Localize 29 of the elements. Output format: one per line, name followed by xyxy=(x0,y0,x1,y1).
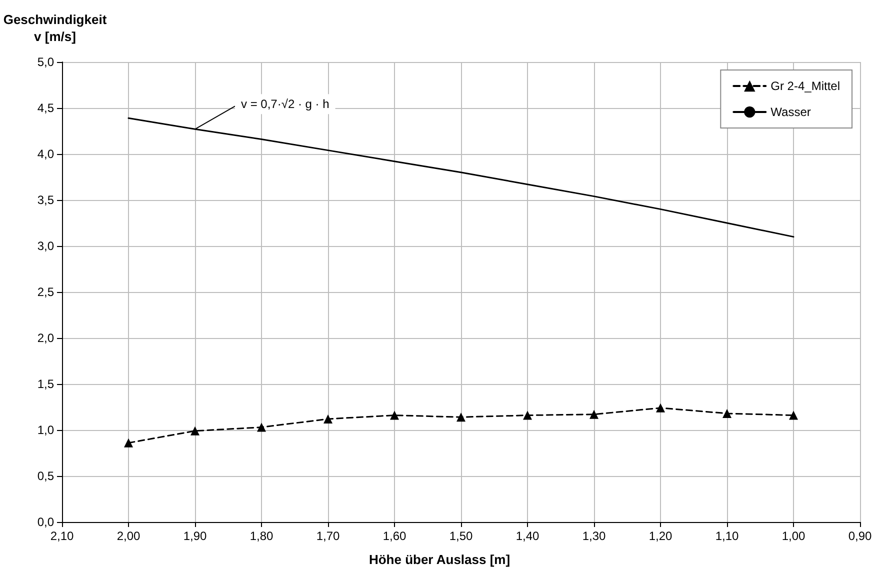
y-tick-label: 0,0 xyxy=(37,515,54,529)
x-tick-label: 1,30 xyxy=(582,529,606,543)
x-tick-label: 1,90 xyxy=(183,529,207,543)
x-tick-label: 1,40 xyxy=(516,529,540,543)
x-tick-label: 1,00 xyxy=(782,529,806,543)
x-tick-label: 1,10 xyxy=(715,529,739,543)
y-tick-label: 4,5 xyxy=(37,101,54,115)
legend-label: Wasser xyxy=(770,105,811,119)
x-tick-label: 1,80 xyxy=(250,529,274,543)
y-tick-label: 3,5 xyxy=(37,193,54,207)
x-tick-label: 0,90 xyxy=(848,529,872,543)
legend-label: Gr 2-4_Mittel xyxy=(770,79,840,93)
y-tick-label: 3,0 xyxy=(37,239,54,253)
y-tick-label: 1,5 xyxy=(37,377,54,391)
y-tick-label: 5,0 xyxy=(37,55,54,69)
x-tick-label: 1,50 xyxy=(449,529,473,543)
x-axis-title: Höhe über Auslass [m] xyxy=(368,552,510,567)
y-tick-label: 4,0 xyxy=(37,147,54,161)
x-tick-label: 1,20 xyxy=(648,529,672,543)
annotation: v = 0,7·√2 · g · h xyxy=(241,97,330,112)
y-axis-title: Geschwindigkeit v [m/s] xyxy=(3,12,108,44)
y-tick-label: 1,0 xyxy=(37,423,54,437)
y-tick-label: 2,5 xyxy=(37,285,54,299)
x-tick-label: 2,00 xyxy=(116,529,140,543)
y-tick-label: 0,5 xyxy=(37,469,54,483)
x-tick-label: 2,10 xyxy=(50,529,74,543)
x-tick-label: 1,60 xyxy=(382,529,406,543)
y-tick-label: 2,0 xyxy=(37,331,54,345)
x-tick-label: 1,70 xyxy=(316,529,340,543)
